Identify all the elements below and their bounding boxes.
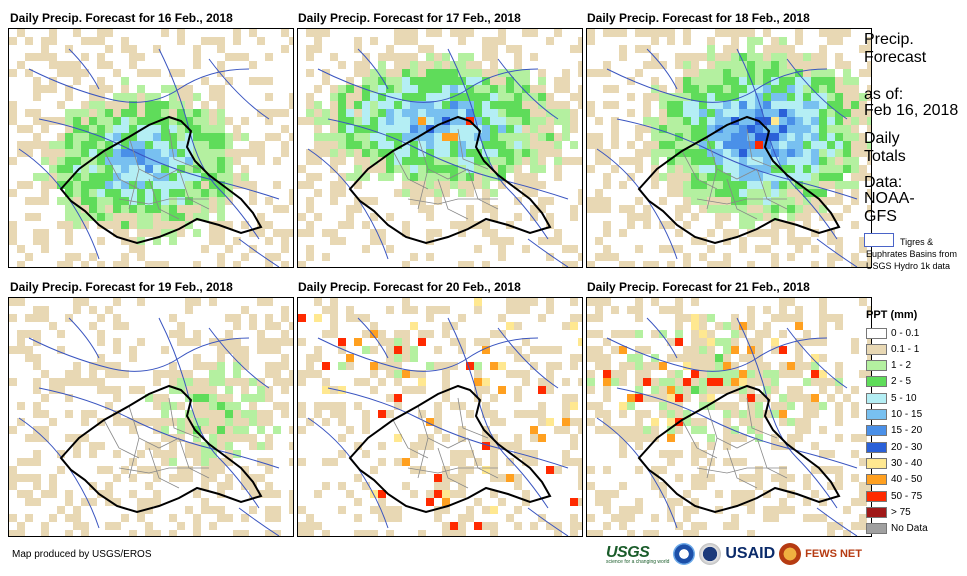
panel-title-6: Daily Precip. Forecast for 21 Feb., 2018 — [587, 280, 810, 294]
legend-label: 40 - 50 — [891, 474, 923, 486]
legend-swatch — [866, 425, 887, 437]
fews-net-logo: FEWS NET — [805, 548, 862, 560]
panel-title-5: Daily Precip. Forecast for 20 Feb., 2018 — [298, 280, 521, 294]
forecast-map-21-feb — [586, 297, 872, 537]
legend-item: 15 - 20 — [866, 423, 922, 439]
legend-label: 1 - 2 — [891, 360, 912, 372]
legend-item: 0 - 0.1 — [866, 325, 919, 341]
forecast-map-18-feb — [586, 28, 872, 268]
legend-label: No Data — [891, 523, 928, 535]
panel-title-2: Daily Precip. Forecast for 17 Feb., 2018 — [298, 11, 521, 25]
state-seal-logo — [699, 543, 722, 565]
legend-label: 0 - 0.1 — [891, 327, 920, 339]
forecast-map-16-feb — [8, 28, 294, 268]
basin-legend-box — [864, 233, 894, 247]
legend-label: 10 - 15 — [891, 409, 923, 420]
as-of-date: Feb 16, 2018 — [864, 102, 959, 119]
legend-swatch — [866, 441, 887, 453]
precip-map-svg — [298, 29, 582, 267]
legend-item: 5 - 10 — [866, 390, 917, 406]
precip-map-svg — [9, 298, 293, 536]
noaa-logo — [673, 543, 696, 565]
legend-item: 50 - 75 — [866, 488, 922, 504]
fews-globe-icon — [779, 543, 802, 565]
legend-item: 2 - 5 — [866, 374, 911, 390]
legend-label: 5 - 10 — [891, 392, 917, 404]
legend-item: 20 - 30 — [866, 439, 922, 455]
legend-swatch — [866, 392, 887, 404]
legend-item: 1 - 2 — [866, 358, 911, 374]
legend-label: 0.1 - 1 — [891, 343, 920, 355]
side-title: Precip. Forecast — [864, 31, 927, 66]
legend-swatch — [866, 376, 887, 388]
legend-item: 30 - 40 — [866, 455, 922, 471]
legend-swatch — [866, 506, 887, 518]
legend-swatch — [866, 409, 887, 420]
precip-map-svg — [587, 29, 871, 267]
precip-map-svg — [587, 298, 871, 536]
legend-label: 15 - 20 — [891, 425, 923, 437]
legend-swatch — [866, 343, 887, 355]
forecast-map-19-feb — [8, 297, 294, 537]
data-source: NOAA-GFS — [864, 190, 915, 225]
legend-swatch — [866, 327, 887, 339]
legend-label: 20 - 30 — [891, 441, 923, 453]
footer-credit: Map produced by USGS/EROS — [12, 549, 152, 560]
legend-swatch — [866, 490, 887, 502]
usgs-logo: USGS science for a changing world — [606, 543, 670, 565]
precip-map-svg — [9, 29, 293, 267]
legend-label: 50 - 75 — [891, 490, 923, 502]
panel-title-1: Daily Precip. Forecast for 16 Feb., 2018 — [10, 11, 233, 25]
legend-title: PPT (mm) — [866, 309, 918, 321]
legend-label: 30 - 40 — [891, 457, 923, 469]
usaid-logo: USAID — [725, 545, 776, 562]
legend-swatch — [866, 360, 887, 372]
legend-item: 40 - 50 — [866, 472, 922, 488]
precip-map-svg — [298, 298, 582, 536]
as-of-label: as of: — [864, 86, 904, 103]
legend-label: > 75 — [891, 506, 911, 518]
legend-item: 0.1 - 1 — [866, 341, 919, 357]
panel-title-3: Daily Precip. Forecast for 18 Feb., 2018 — [587, 11, 810, 25]
forecast-map-20-feb — [297, 297, 583, 537]
basin-note: Tigres & Euphrates Basins from USGS Hydr… — [866, 237, 958, 271]
legend-item: > 75 — [866, 504, 911, 520]
data-label: Data: — [864, 174, 903, 191]
forecast-map-17-feb — [297, 28, 583, 268]
panel-title-4: Daily Precip. Forecast for 19 Feb., 2018 — [10, 280, 233, 294]
legend-label: 2 - 5 — [891, 376, 912, 388]
legend-item: No Data — [866, 521, 928, 537]
logo-bar: USGS science for a changing world USAID … — [606, 540, 862, 568]
legend-swatch — [866, 457, 887, 469]
daily-totals: Daily Totals — [864, 130, 906, 165]
legend-item: 10 - 15 — [866, 407, 922, 423]
legend-swatch — [866, 523, 887, 535]
legend-swatch — [866, 474, 887, 486]
